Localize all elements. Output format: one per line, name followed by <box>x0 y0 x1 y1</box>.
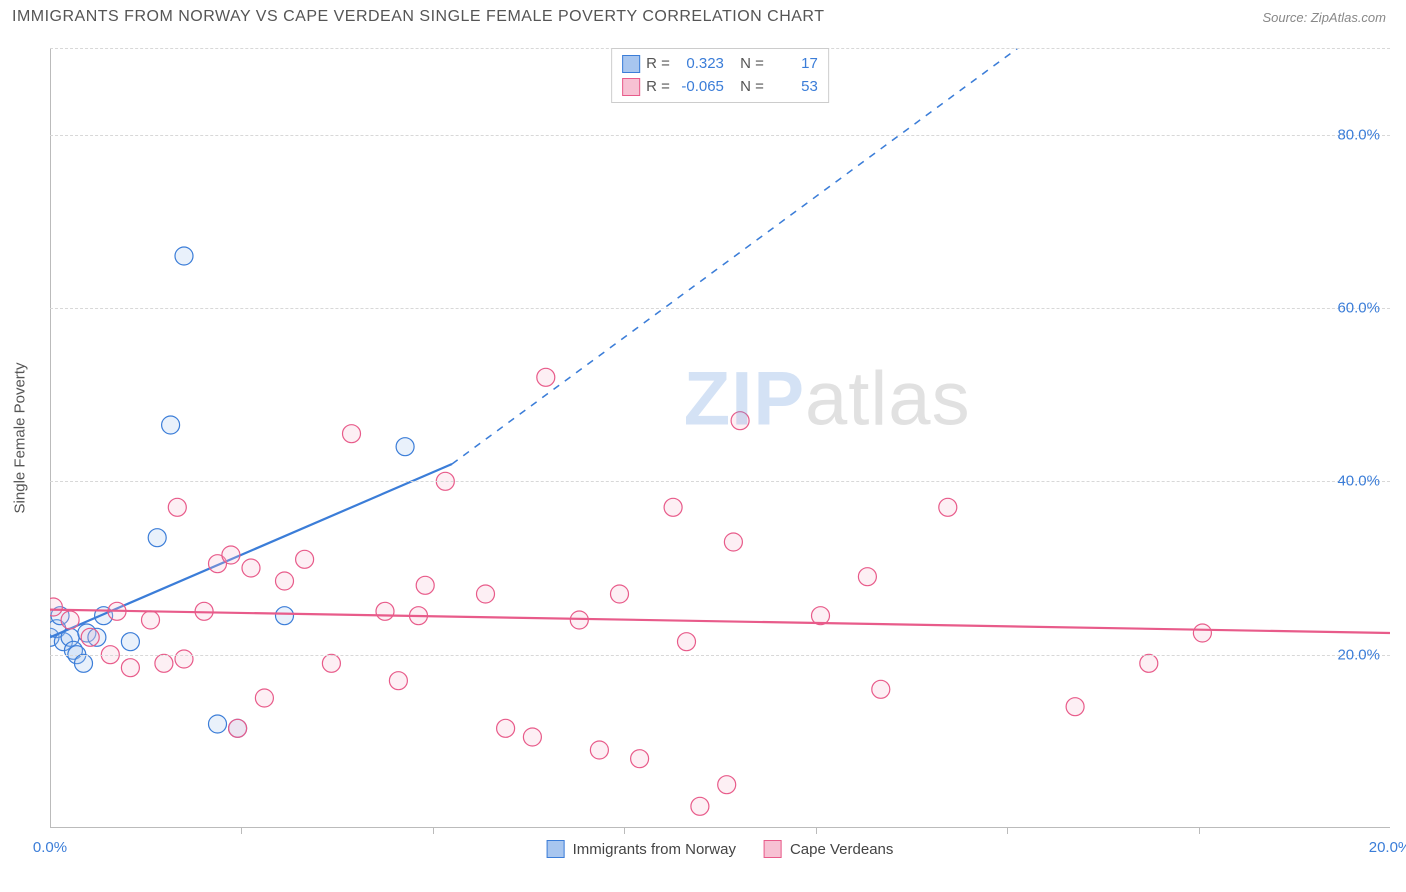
x-tick-mark <box>241 828 242 834</box>
n-label: N = <box>740 76 764 99</box>
x-tick-mark <box>433 828 434 834</box>
data-point <box>477 585 495 603</box>
data-point <box>939 498 957 516</box>
data-point <box>81 628 99 646</box>
gridline <box>50 135 1390 136</box>
data-point <box>121 659 139 677</box>
data-point <box>872 680 890 698</box>
r-value-0: 0.323 <box>676 53 724 76</box>
data-point <box>296 550 314 568</box>
data-point <box>155 654 173 672</box>
data-point <box>858 568 876 586</box>
chart-header: IMMIGRANTS FROM NORWAY VS CAPE VERDEAN S… <box>0 0 1406 38</box>
data-point <box>396 438 414 456</box>
data-point <box>148 529 166 547</box>
data-point <box>523 728 541 746</box>
x-tick-mark <box>1199 828 1200 834</box>
y-tick-label: 40.0% <box>1337 473 1380 490</box>
gridline <box>50 655 1390 656</box>
data-point <box>175 650 193 668</box>
data-point <box>242 559 260 577</box>
data-point <box>376 602 394 620</box>
data-point <box>255 689 273 707</box>
y-tick-label: 80.0% <box>1337 126 1380 143</box>
data-point <box>691 797 709 815</box>
data-point <box>142 611 160 629</box>
plot-svg <box>50 48 1390 828</box>
gridline <box>50 481 1390 482</box>
n-value-0: 17 <box>770 53 818 76</box>
legend-series: Immigrants from Norway Cape Verdeans <box>547 840 894 858</box>
data-point <box>1066 698 1084 716</box>
n-label: N = <box>740 53 764 76</box>
data-point <box>175 247 193 265</box>
data-point <box>75 654 93 672</box>
data-point <box>343 425 361 443</box>
chart-area: Single Female Poverty ZIPatlas R = 0.323… <box>50 48 1390 828</box>
x-tick-mark <box>1007 828 1008 834</box>
n-value-1: 53 <box>770 76 818 99</box>
swatch-series-1 <box>622 78 640 96</box>
data-point <box>631 750 649 768</box>
data-point <box>590 741 608 759</box>
data-point <box>168 498 186 516</box>
source-label: Source: <box>1262 10 1310 25</box>
trend-line-dashed <box>452 48 1042 464</box>
legend-label-0: Immigrants from Norway <box>573 841 736 858</box>
y-tick-label: 60.0% <box>1337 300 1380 317</box>
legend-stats: R = 0.323 N = 17 R = -0.065 N = 53 <box>611 48 829 103</box>
legend-stats-row-1: R = -0.065 N = 53 <box>622 76 818 99</box>
chart-title: IMMIGRANTS FROM NORWAY VS CAPE VERDEAN S… <box>12 8 824 26</box>
swatch-bottom-0 <box>547 840 565 858</box>
r-label: R = <box>646 76 670 99</box>
data-point <box>1193 624 1211 642</box>
data-point <box>50 598 62 616</box>
data-point <box>678 633 696 651</box>
data-point <box>276 572 294 590</box>
data-point <box>664 498 682 516</box>
legend-label-1: Cape Verdeans <box>790 841 893 858</box>
data-point <box>731 412 749 430</box>
data-point <box>416 576 434 594</box>
trend-line <box>50 610 1390 633</box>
data-point <box>222 546 240 564</box>
data-point <box>322 654 340 672</box>
chart-source: Source: ZipAtlas.com <box>1262 10 1386 25</box>
x-tick-label: 20.0% <box>1369 839 1406 856</box>
swatch-bottom-1 <box>764 840 782 858</box>
data-point <box>162 416 180 434</box>
data-point <box>537 368 555 386</box>
data-point <box>229 719 247 737</box>
data-point <box>497 719 515 737</box>
legend-stats-row-0: R = 0.323 N = 17 <box>622 53 818 76</box>
x-tick-mark <box>624 828 625 834</box>
x-tick-label: 0.0% <box>33 839 67 856</box>
data-point <box>121 633 139 651</box>
data-point <box>389 672 407 690</box>
data-point <box>209 715 227 733</box>
y-tick-label: 20.0% <box>1337 646 1380 663</box>
data-point <box>611 585 629 603</box>
r-value-1: -0.065 <box>676 76 724 99</box>
r-label: R = <box>646 53 670 76</box>
y-axis-label: Single Female Poverty <box>12 363 29 514</box>
legend-item-1: Cape Verdeans <box>764 840 893 858</box>
gridline <box>50 308 1390 309</box>
data-point <box>724 533 742 551</box>
legend-item-0: Immigrants from Norway <box>547 840 736 858</box>
data-point <box>1140 654 1158 672</box>
swatch-series-0 <box>622 55 640 73</box>
data-point <box>276 607 294 625</box>
data-point <box>61 611 79 629</box>
data-point <box>718 776 736 794</box>
source-name: ZipAtlas.com <box>1311 10 1386 25</box>
x-tick-mark <box>816 828 817 834</box>
